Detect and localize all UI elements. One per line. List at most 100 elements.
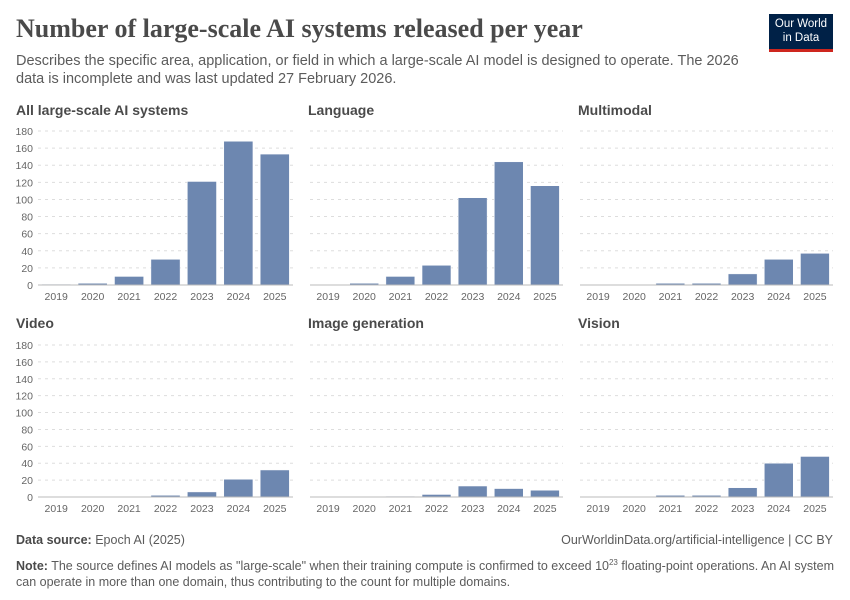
x-tick-label: 2025 xyxy=(803,291,827,303)
y-tick-label: 60 xyxy=(21,229,33,241)
y-tick-label: 120 xyxy=(15,177,33,189)
y-tick-label: 140 xyxy=(15,160,33,172)
x-tick-label: 2024 xyxy=(497,503,521,515)
bar xyxy=(764,259,794,286)
y-tick-label: 0 xyxy=(27,492,33,504)
x-tick-label: 2020 xyxy=(623,503,647,515)
bar xyxy=(259,153,290,286)
bar xyxy=(385,276,416,286)
x-tick-label: 2021 xyxy=(389,503,413,515)
bar xyxy=(114,276,144,286)
x-tick-label: 2019 xyxy=(316,291,340,303)
note-exponent: 23 xyxy=(608,558,618,567)
x-tick-label: 2024 xyxy=(227,291,251,303)
x-tick-label: 2021 xyxy=(659,291,683,303)
y-tick-label: 0 xyxy=(27,280,33,292)
y-tick-label: 80 xyxy=(21,212,33,224)
bar xyxy=(494,161,524,286)
x-tick-label: 2023 xyxy=(461,291,485,303)
y-tick-label: 180 xyxy=(15,340,33,352)
x-tick-label: 2021 xyxy=(117,291,141,303)
y-tick-label: 140 xyxy=(15,374,33,386)
bar xyxy=(223,141,254,286)
x-tick-label: 2021 xyxy=(659,503,683,515)
x-tick-label: 2025 xyxy=(263,503,287,515)
y-tick-label: 160 xyxy=(15,143,33,155)
x-tick-label: 2020 xyxy=(81,503,105,515)
x-tick-label: 2019 xyxy=(586,291,610,303)
x-tick-label: 2022 xyxy=(154,291,178,303)
owid-logo[interactable]: Our World in Data xyxy=(769,14,833,52)
y-tick-label: 40 xyxy=(21,246,33,258)
x-tick-label: 2020 xyxy=(353,503,377,515)
bar xyxy=(727,487,758,498)
bar xyxy=(187,491,217,498)
chart-subtitle: Describes the specific area, application… xyxy=(16,53,739,87)
bar xyxy=(530,185,560,286)
note-label: Note: xyxy=(16,559,48,574)
panel-title: Multimodal xyxy=(578,102,652,118)
y-tick-label: 20 xyxy=(21,263,33,275)
note-text-1: The source defines AI models as "large-s… xyxy=(51,559,609,574)
x-tick-label: 2025 xyxy=(533,503,557,515)
x-tick-label: 2019 xyxy=(586,503,610,515)
x-tick-label: 2022 xyxy=(425,503,449,515)
x-tick-label: 2019 xyxy=(45,291,69,303)
y-tick-label: 40 xyxy=(21,458,33,470)
data-source: Data source: Epoch AI (2025) xyxy=(16,533,185,547)
chart-title: Number of large-scale AI systems release… xyxy=(16,14,583,43)
bar xyxy=(259,469,290,498)
x-tick-label: 2025 xyxy=(263,291,287,303)
y-tick-label: 100 xyxy=(15,194,33,206)
footnote: Note: The source defines AI models as "l… xyxy=(16,555,836,590)
bar xyxy=(800,456,830,498)
bar xyxy=(530,489,560,498)
x-tick-label: 2020 xyxy=(81,291,105,303)
bar xyxy=(150,259,181,286)
x-tick-label: 2025 xyxy=(533,291,557,303)
x-tick-label: 2021 xyxy=(117,503,141,515)
y-tick-label: 100 xyxy=(15,408,33,420)
logo-line-2: in Data xyxy=(782,32,820,44)
source-url[interactable]: OurWorldinData.org/artificial-intelligen… xyxy=(561,533,833,547)
bar xyxy=(727,273,758,286)
source-value[interactable]: Epoch AI (2025) xyxy=(95,533,185,547)
x-tick-label: 2023 xyxy=(190,503,214,515)
source-label: Data source: xyxy=(16,533,92,547)
bar xyxy=(457,485,488,498)
x-tick-label: 2024 xyxy=(767,291,791,303)
x-tick-label: 2020 xyxy=(623,291,647,303)
y-tick-label: 20 xyxy=(21,475,33,487)
x-tick-label: 2024 xyxy=(497,291,521,303)
y-tick-label: 160 xyxy=(15,357,33,369)
x-tick-label: 2023 xyxy=(731,291,755,303)
x-tick-label: 2020 xyxy=(353,291,377,303)
bar xyxy=(800,253,830,286)
x-tick-label: 2022 xyxy=(154,503,178,515)
x-tick-label: 2025 xyxy=(803,503,827,515)
y-tick-label: 60 xyxy=(21,441,33,453)
y-tick-label: 180 xyxy=(15,126,33,138)
panel-title: Vision xyxy=(578,315,620,331)
bar xyxy=(764,462,794,498)
bar xyxy=(457,197,488,286)
bar xyxy=(421,265,452,286)
x-tick-label: 2022 xyxy=(425,291,449,303)
bar xyxy=(223,479,254,498)
logo-line-1: Our World xyxy=(774,18,828,30)
y-tick-label: 120 xyxy=(15,391,33,403)
x-tick-label: 2021 xyxy=(389,291,413,303)
bar xyxy=(187,181,217,286)
x-tick-label: 2022 xyxy=(695,503,719,515)
x-tick-label: 2023 xyxy=(190,291,214,303)
panel-title: Image generation xyxy=(308,315,424,331)
panel-title: All large-scale AI systems xyxy=(16,102,189,118)
y-tick-label: 80 xyxy=(21,424,33,436)
x-tick-label: 2023 xyxy=(461,503,485,515)
x-tick-label: 2024 xyxy=(767,503,791,515)
x-tick-label: 2019 xyxy=(316,503,340,515)
x-tick-label: 2019 xyxy=(45,503,69,515)
panel-title: Video xyxy=(16,315,54,331)
